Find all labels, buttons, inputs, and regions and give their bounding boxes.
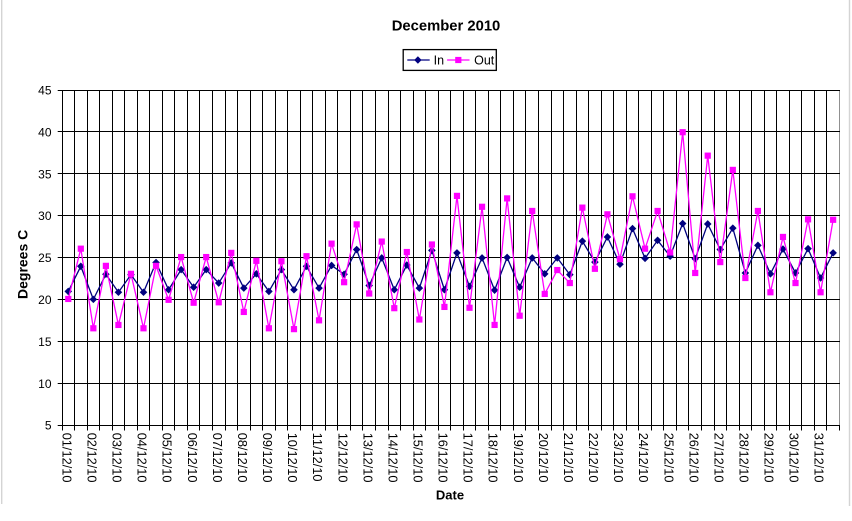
svg-text:12/12/10: 12/12/10 [335,433,350,483]
svg-text:05/12/10: 05/12/10 [160,433,175,483]
svg-text:17/12/10: 17/12/10 [461,433,476,483]
svg-text:22/12/10: 22/12/10 [586,433,601,483]
svg-text:23/12/10: 23/12/10 [611,433,626,483]
svg-text:Degrees C: Degrees C [15,230,31,299]
svg-text:11/12/10: 11/12/10 [310,433,325,482]
svg-text:Out: Out [474,53,495,67]
svg-text:20: 20 [38,293,52,307]
svg-text:30: 30 [38,209,52,223]
svg-text:08/12/10: 08/12/10 [235,433,250,483]
svg-text:07/12/10: 07/12/10 [210,433,225,483]
svg-text:01/12/10: 01/12/10 [59,433,74,483]
svg-text:29/12/10: 29/12/10 [762,433,777,483]
svg-text:15: 15 [38,335,52,349]
svg-text:5: 5 [45,419,52,433]
svg-text:02/12/10: 02/12/10 [84,433,99,483]
svg-text:27/12/10: 27/12/10 [711,433,726,483]
svg-text:09/12/10: 09/12/10 [260,433,275,483]
svg-text:14/12/10: 14/12/10 [385,433,400,483]
svg-text:30/12/10: 30/12/10 [787,433,802,483]
svg-text:20/12/10: 20/12/10 [536,433,551,483]
svg-text:31/12/10: 31/12/10 [812,433,827,483]
svg-text:15/12/10: 15/12/10 [410,433,425,483]
svg-text:26/12/10: 26/12/10 [686,433,701,483]
svg-text:04/12/10: 04/12/10 [135,433,150,483]
svg-text:40: 40 [38,125,52,139]
svg-text:25/12/10: 25/12/10 [661,433,676,483]
svg-text:December 2010: December 2010 [392,19,501,35]
svg-text:18/12/10: 18/12/10 [486,433,501,483]
svg-text:16/12/10: 16/12/10 [436,433,451,483]
svg-text:45: 45 [38,84,52,98]
svg-text:19/12/10: 19/12/10 [511,433,526,483]
svg-text:03/12/10: 03/12/10 [110,433,125,483]
svg-text:35: 35 [38,167,52,181]
svg-text:25: 25 [38,251,52,265]
svg-text:10/12/10: 10/12/10 [285,433,300,483]
svg-text:24/12/10: 24/12/10 [636,433,651,483]
svg-text:In: In [434,53,444,67]
svg-text:21/12/10: 21/12/10 [561,433,576,483]
svg-text:Date: Date [436,488,464,503]
svg-text:06/12/10: 06/12/10 [185,433,200,483]
svg-text:13/12/10: 13/12/10 [360,433,375,483]
svg-text:28/12/10: 28/12/10 [736,433,751,483]
svg-text:10: 10 [38,377,52,391]
